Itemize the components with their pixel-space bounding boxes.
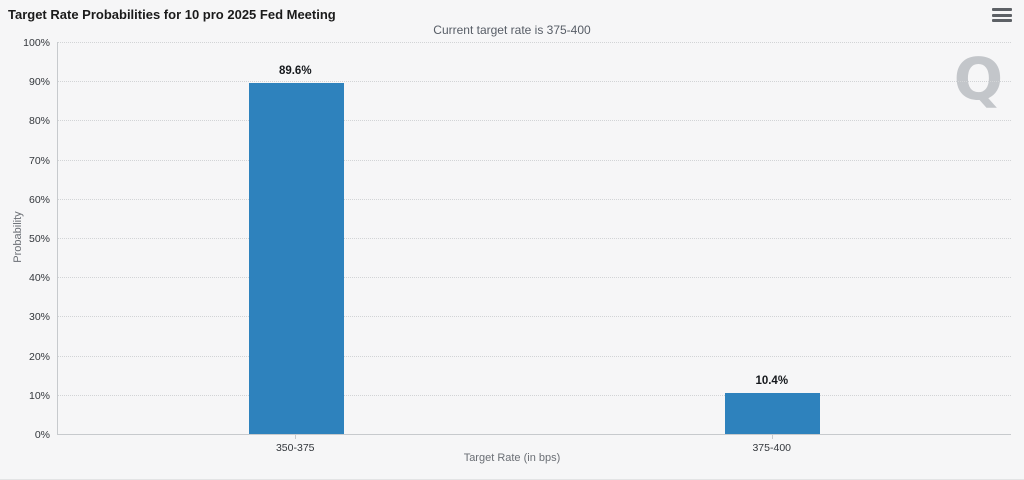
x-category-label: 350-375	[275, 442, 315, 454]
y-tick-label: 90%	[28, 76, 50, 89]
y-tick-label: 40%	[28, 272, 50, 285]
x-axis-tick	[771, 435, 773, 439]
watermark-q-logo: Q	[953, 45, 1003, 113]
x-axis-tick	[295, 435, 297, 439]
bar-value-label: 10.4%	[755, 375, 789, 388]
hamburger-menu-icon	[992, 8, 1012, 11]
chart-title: Target Rate Probabilities for 10 pro 202…	[8, 7, 336, 22]
y-gridline	[58, 394, 1011, 396]
bar[interactable]	[725, 393, 821, 434]
y-tick-label: 20%	[28, 350, 50, 363]
y-tick-label: 80%	[28, 115, 50, 128]
y-tick-label: 70%	[28, 154, 50, 167]
y-gridline	[58, 277, 1011, 279]
y-gridline	[58, 81, 1011, 83]
y-tick-label: 30%	[28, 311, 50, 324]
chart-context-menu-button[interactable]	[992, 8, 1012, 22]
bar[interactable]	[248, 82, 344, 434]
x-axis-title: Target Rate (in bps)	[463, 452, 561, 464]
y-tick-label: 10%	[28, 389, 50, 402]
x-category-label: 375-400	[752, 442, 792, 454]
y-gridline	[58, 316, 1011, 318]
y-tick-label: 0%	[34, 429, 50, 441]
y-gridline	[58, 42, 1011, 43]
y-tick-label: 50%	[28, 233, 50, 245]
plot-area: Q	[57, 42, 1011, 435]
y-gridline	[58, 355, 1011, 357]
chart-subtitle: Current target rate is 375-400	[433, 23, 591, 37]
bar-value-label: 89.6%	[278, 64, 312, 77]
y-tick-label: 100%	[23, 37, 50, 49]
y-tick-label: 60%	[28, 193, 50, 206]
y-gridline	[58, 198, 1011, 200]
y-gridline	[58, 159, 1011, 161]
y-gridline	[58, 120, 1011, 122]
y-gridline	[58, 238, 1011, 239]
